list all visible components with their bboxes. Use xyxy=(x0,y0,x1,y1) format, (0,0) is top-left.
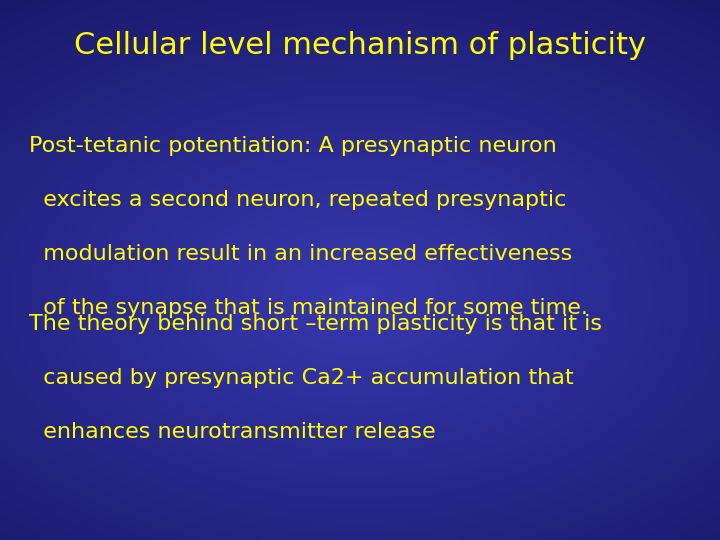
Text: of the synapse that is maintained for some time.: of the synapse that is maintained for so… xyxy=(29,298,588,318)
Text: The theory behind short –term plasticity is that it is: The theory behind short –term plasticity… xyxy=(29,314,602,334)
Text: enhances neurotransmitter release: enhances neurotransmitter release xyxy=(29,422,436,442)
Text: Post-tetanic potentiation: A presynaptic neuron: Post-tetanic potentiation: A presynaptic… xyxy=(29,136,557,156)
Text: caused by presynaptic Ca2+ accumulation that: caused by presynaptic Ca2+ accumulation … xyxy=(29,368,573,388)
Text: Cellular level mechanism of plasticity: Cellular level mechanism of plasticity xyxy=(74,31,646,60)
Text: modulation result in an increased effectiveness: modulation result in an increased effect… xyxy=(29,244,572,264)
Text: excites a second neuron, repeated presynaptic: excites a second neuron, repeated presyn… xyxy=(29,190,566,210)
